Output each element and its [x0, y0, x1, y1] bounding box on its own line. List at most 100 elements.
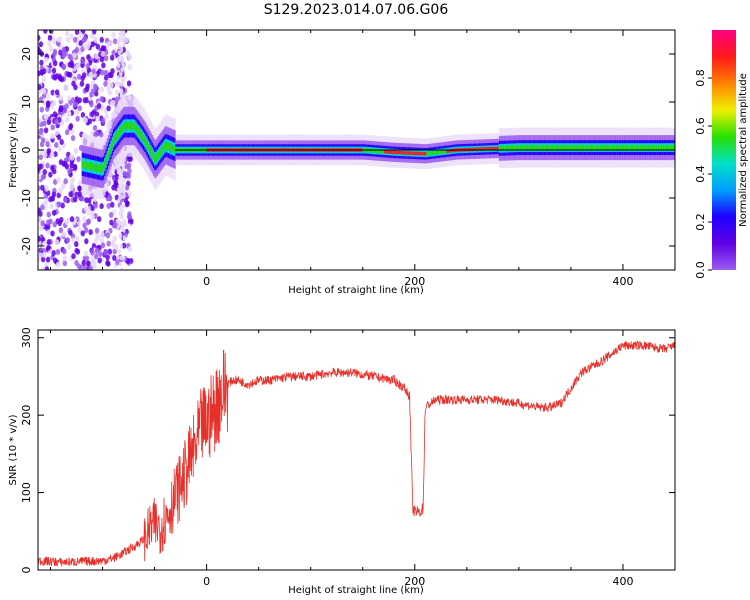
- spectrogram-ridge-cell: [650, 145, 652, 150]
- spectrogram-ridge-cell: [623, 145, 626, 150]
- spectrogram-noise-cell: [111, 32, 116, 39]
- spectrogram-noise-cell: [122, 255, 126, 261]
- spectrogram-noise-cell: [59, 216, 64, 223]
- spectrogram-noise-cell: [116, 169, 120, 175]
- spectrogram-noise-cell: [124, 184, 130, 191]
- spectrogram-noise-cell: [58, 95, 64, 102]
- spectrogram-ridge-cell: [655, 145, 657, 150]
- spectrogram-noise-cell: [119, 72, 123, 78]
- spectrogram-noise-cell: [101, 117, 106, 124]
- spectrogram-ridge-cell: [380, 149, 382, 154]
- spectrogram-noise-cell: [116, 254, 120, 260]
- spectrogram-ridge-cell: [648, 145, 651, 150]
- spectrogram-ridge-cell: [451, 148, 454, 153]
- spectrogram-ridge-cell: [630, 145, 632, 150]
- spectrogram-noise-cell: [38, 90, 41, 97]
- spectrogram-noise-cell: [45, 141, 50, 148]
- spectrogram-noise-cell: [57, 145, 62, 152]
- spectrogram-x-axis-label: Height of straight line (km): [288, 285, 424, 296]
- spectrogram-noise-cell: [71, 237, 76, 244]
- spectrogram-ridge-cell: [495, 146, 497, 151]
- spectrogram-noise-cell: [52, 111, 58, 118]
- spectrogram-ridge-cell: [92, 163, 95, 171]
- spectrogram-noise-cell: [99, 96, 104, 103]
- spectrogram-ridge-cell: [558, 145, 561, 150]
- spectrogram-ridge-cell: [437, 150, 440, 155]
- spectrogram-ridge-cell: [129, 122, 131, 130]
- spectrogram-ridge-cell: [388, 150, 391, 154]
- spectrogram-noise-cell: [120, 267, 124, 270]
- spectrogram-noise-cell: [45, 93, 51, 100]
- spectrogram-noise-cell: [72, 52, 77, 59]
- spectrogram-ridge-cell: [470, 147, 472, 152]
- spectrogram-noise-cell: [117, 50, 121, 56]
- spectrogram-ridge-cell: [662, 145, 665, 150]
- spectrogram-noise-cell: [97, 257, 102, 264]
- spectrogram-ridge-cell: [621, 145, 623, 150]
- spectrogram-noise-cell: [84, 227, 89, 234]
- spectrogram-ridge-cell: [408, 151, 411, 155]
- spectrogram-ridge-cell: [567, 145, 570, 150]
- spectrogram-ridge-cell: [576, 145, 578, 150]
- spectrogram-noise-cell: [76, 156, 81, 163]
- spectrogram-ridge-cell: [591, 145, 593, 150]
- spectrogram-ridge-cell: [560, 145, 562, 150]
- spectrogram-noise-cell: [40, 137, 46, 144]
- spectrogram-noise-cell: [45, 256, 51, 263]
- spectrogram-noise-cell: [54, 89, 60, 96]
- colorbar-tick-label: 0.6: [694, 117, 707, 135]
- spectrogram-ridge-cell: [665, 145, 667, 150]
- spectrogram-noise-cell: [52, 221, 57, 228]
- spectrogram-noise-cell: [46, 211, 51, 218]
- snr-plot-area: [38, 340, 675, 567]
- spectrogram-noise-cell: [60, 202, 65, 209]
- spectrogram-ridge-cell: [165, 141, 167, 149]
- spectrogram-noise-cell: [50, 164, 55, 171]
- spectrogram-ridge-cell: [401, 151, 404, 155]
- spectrogram-noise-cell: [121, 242, 127, 249]
- spectrogram-ridge-cell: [428, 151, 431, 156]
- spectrogram-ridge-cell: [383, 149, 386, 154]
- spectrogram-noise-cell: [116, 75, 120, 81]
- spectrogram-ridge-cell: [137, 128, 140, 136]
- spectrogram-noise-cell: [69, 184, 74, 191]
- spectrogram-ridge-cell: [480, 147, 482, 151]
- spectrogram-ridge-cell: [496, 146, 498, 151]
- spectrogram-ridge-cell: [431, 151, 434, 155]
- snr-y-tick-label: 0: [20, 567, 33, 574]
- spectrogram-plot-area: [38, 30, 675, 270]
- spectrogram-ridge-cell: [382, 149, 385, 154]
- spectrogram-ridge-cell: [440, 150, 442, 154]
- spectrogram-ridge-cell: [632, 145, 635, 150]
- spectrogram-ridge-cell: [490, 146, 492, 151]
- spectrogram-ridge-cell: [605, 145, 607, 150]
- spectrogram-ridge-cell: [646, 145, 648, 150]
- spectrogram-noise-cell: [107, 89, 113, 96]
- spectrogram-noise-cell: [83, 117, 88, 124]
- spectrogram-ridge-cell: [125, 122, 128, 130]
- spectrogram-noise-cell: [127, 211, 132, 218]
- spectrogram-noise-cell: [114, 244, 119, 251]
- spectrogram-ridge-cell: [132, 122, 135, 130]
- spectrogram-noise-cell: [45, 100, 51, 107]
- spectrogram-y-tick-label: 0: [20, 147, 33, 154]
- spectrogram-noise-cell: [84, 86, 90, 93]
- spectrogram-ridge-cell: [377, 149, 380, 153]
- spectrogram-noise-cell: [67, 243, 72, 250]
- spectrogram-noise-cell: [48, 45, 54, 52]
- snr-x-tick-label: 0: [203, 575, 210, 588]
- spectrogram-noise-cell: [93, 202, 98, 209]
- spectrogram-ridge-cell: [169, 143, 171, 151]
- spectrogram-ridge-cell: [532, 145, 535, 150]
- spectrogram-ridge-cell: [530, 145, 532, 150]
- spectrogram-ridge-cell: [636, 145, 638, 150]
- spectrogram-noise-cell: [55, 261, 61, 268]
- spectrogram-noise-cell: [38, 210, 43, 217]
- spectrogram-noise-cell: [41, 251, 47, 258]
- spectrogram-noise-cell: [38, 173, 42, 180]
- spectrogram-ridge-cell: [660, 145, 662, 150]
- spectrogram-ridge-cell: [171, 144, 174, 152]
- spectrogram-noise-cell: [51, 209, 57, 216]
- spectrogram-noise-cell: [83, 43, 88, 50]
- spectrogram-x-tick-label: 0: [203, 275, 210, 288]
